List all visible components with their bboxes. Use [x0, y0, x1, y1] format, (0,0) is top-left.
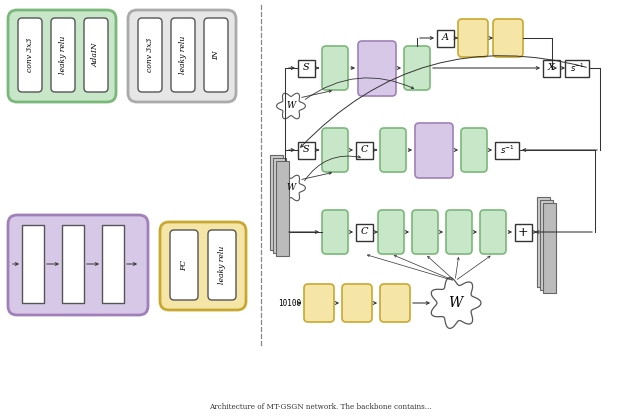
Text: C: C [360, 228, 368, 237]
FancyBboxPatch shape [458, 19, 488, 57]
Text: leaky relu: leaky relu [218, 246, 226, 284]
FancyBboxPatch shape [204, 18, 228, 92]
Bar [22, 225, 44, 303]
Text: leaky relu: leaky relu [59, 36, 67, 74]
Bar [356, 142, 373, 159]
Text: AdaIN: AdaIN [92, 43, 100, 67]
Text: S: S [303, 146, 309, 154]
Text: leaky relu: leaky relu [179, 36, 187, 74]
Bar [543, 60, 560, 77]
FancyBboxPatch shape [378, 210, 404, 254]
FancyBboxPatch shape [208, 230, 236, 300]
Text: FC: FC [180, 260, 188, 270]
Text: $s^{-1}$: $s^{-1}$ [570, 62, 584, 74]
FancyBboxPatch shape [322, 46, 348, 90]
FancyBboxPatch shape [322, 128, 348, 172]
Bar [495, 142, 519, 159]
FancyBboxPatch shape [170, 230, 198, 300]
FancyBboxPatch shape [128, 10, 236, 102]
Bar [540, 200, 553, 290]
Text: conv 3x3: conv 3x3 [26, 38, 34, 72]
FancyBboxPatch shape [358, 41, 396, 96]
FancyBboxPatch shape [171, 18, 195, 92]
FancyBboxPatch shape [8, 10, 116, 102]
Text: +: + [518, 225, 528, 238]
Text: S: S [303, 64, 309, 72]
FancyBboxPatch shape [412, 210, 438, 254]
Bar [437, 30, 454, 47]
Bar [543, 203, 556, 293]
Text: A: A [442, 34, 449, 42]
Bar [356, 224, 373, 241]
Bar [298, 142, 315, 159]
Text: IN: IN [212, 50, 220, 60]
FancyBboxPatch shape [404, 46, 430, 90]
Text: W: W [286, 183, 296, 193]
Bar [276, 161, 289, 256]
FancyBboxPatch shape [322, 210, 348, 254]
Text: C: C [360, 146, 368, 154]
FancyBboxPatch shape [342, 284, 372, 322]
FancyBboxPatch shape [380, 284, 410, 322]
FancyBboxPatch shape [415, 123, 453, 178]
Bar [270, 155, 283, 250]
Polygon shape [431, 277, 481, 328]
Bar [298, 60, 315, 77]
Text: W: W [286, 102, 296, 111]
Bar [273, 158, 286, 253]
FancyBboxPatch shape [480, 210, 506, 254]
Bar [515, 224, 532, 241]
FancyBboxPatch shape [160, 222, 246, 310]
Bar [537, 197, 550, 287]
FancyBboxPatch shape [8, 215, 148, 315]
FancyBboxPatch shape [304, 284, 334, 322]
FancyBboxPatch shape [18, 18, 42, 92]
FancyBboxPatch shape [380, 128, 406, 172]
FancyBboxPatch shape [138, 18, 162, 92]
Polygon shape [276, 93, 305, 119]
FancyBboxPatch shape [493, 19, 523, 57]
Bar [102, 225, 124, 303]
FancyBboxPatch shape [461, 128, 487, 172]
Text: conv 3x3: conv 3x3 [146, 38, 154, 72]
Text: $s^{-1}$: $s^{-1}$ [500, 144, 515, 156]
Text: 10100: 10100 [278, 299, 301, 307]
Bar [565, 60, 589, 77]
Polygon shape [276, 175, 305, 201]
Bar [62, 225, 84, 303]
FancyBboxPatch shape [51, 18, 75, 92]
Text: X: X [547, 64, 554, 72]
Text: W: W [448, 296, 462, 310]
Text: Architecture of MT-GSGN network. The backbone contains...: Architecture of MT-GSGN network. The bac… [209, 403, 431, 411]
FancyBboxPatch shape [446, 210, 472, 254]
FancyBboxPatch shape [84, 18, 108, 92]
